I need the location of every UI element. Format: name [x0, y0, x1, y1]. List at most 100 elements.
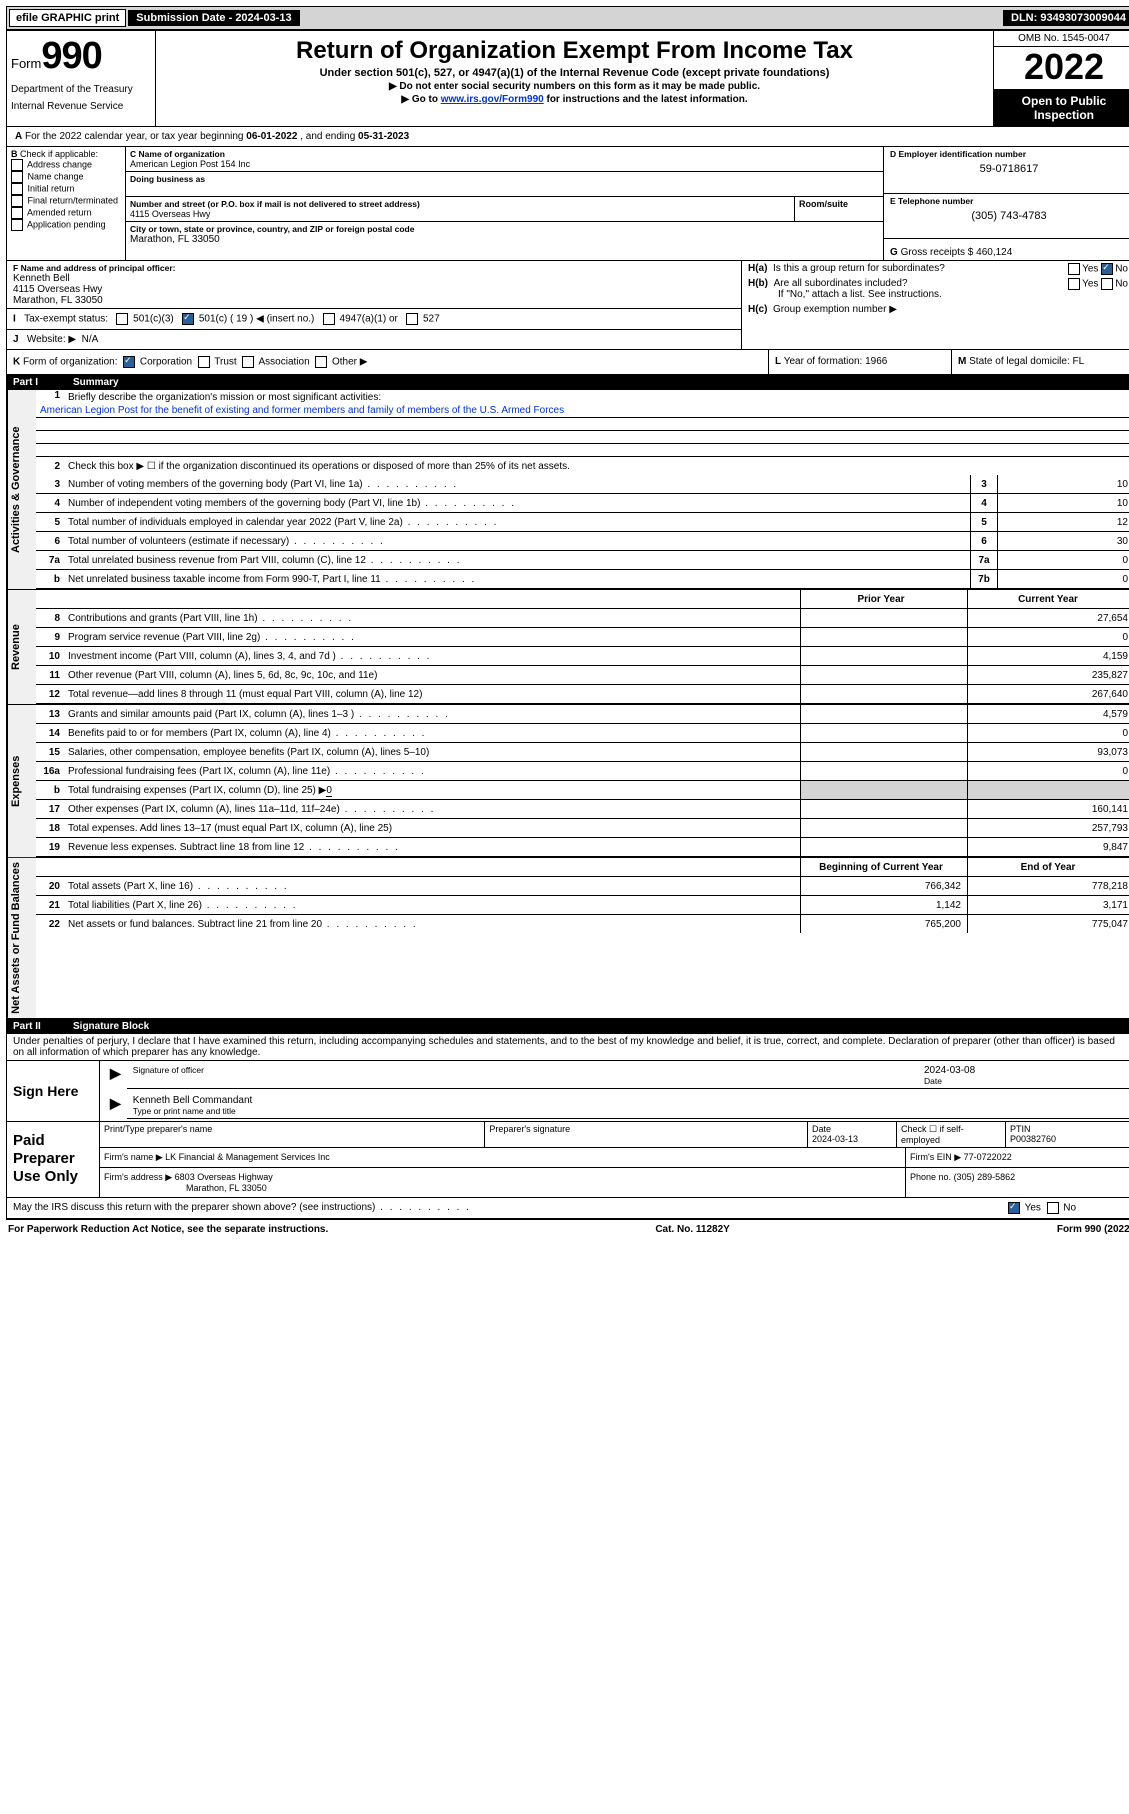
- cb-527[interactable]: [406, 313, 418, 325]
- phone-label: Telephone number: [898, 196, 973, 206]
- cb-initial-return[interactable]: [11, 183, 23, 195]
- firm-addr-label: Firm's address ▶: [104, 1172, 172, 1182]
- prep-check-label: Check ☐ if self-employed: [897, 1122, 1006, 1147]
- opt-trust: Trust: [214, 357, 236, 368]
- cb-hb-yes[interactable]: [1068, 278, 1080, 290]
- l-label: Year of formation:: [784, 356, 863, 367]
- cb-501c[interactable]: [182, 313, 194, 325]
- cb-assoc[interactable]: [242, 356, 254, 368]
- gross-value: 460,124: [976, 247, 1012, 258]
- prep-date-label: Date: [812, 1124, 892, 1134]
- firm-phone-label: Phone no.: [910, 1172, 951, 1182]
- top-bar: efile GRAPHIC print Submission Date - 20…: [6, 6, 1129, 30]
- l7b-box: 7b: [970, 570, 997, 588]
- l16b-text: Total fundraising expenses (Part IX, col…: [64, 783, 800, 798]
- line-a-pre: For the 2022 calendar year, or tax year …: [25, 131, 246, 142]
- cb-501c3[interactable]: [116, 313, 128, 325]
- sign-here-row: Sign Here ▶ Signature of officer 2024-03…: [7, 1061, 1129, 1122]
- cb-name-change[interactable]: [11, 171, 23, 183]
- discuss-yes: Yes: [1025, 1202, 1041, 1213]
- paperwork-notice: For Paperwork Reduction Act Notice, see …: [8, 1224, 328, 1235]
- l8-prior: [800, 609, 967, 627]
- open-public-2: Inspection: [996, 108, 1129, 122]
- l8-text: Contributions and grants (Part VIII, lin…: [64, 611, 800, 626]
- l15-val: 93,073: [967, 743, 1129, 761]
- dln-label: DLN: 93493073009044: [1003, 10, 1129, 26]
- arrow-icon: ▶: [104, 1063, 127, 1089]
- box-b-label: Check if applicable:: [20, 149, 98, 159]
- l10-val: 4,159: [967, 647, 1129, 665]
- website-label: Website: ▶: [27, 334, 76, 345]
- city-label: City or town, state or province, country…: [130, 224, 879, 234]
- cb-address-change[interactable]: [11, 159, 23, 171]
- cb-final-return[interactable]: [11, 195, 23, 207]
- identity-row: B Check if applicable: Address change Na…: [7, 147, 1129, 261]
- l13-val: 4,579: [967, 705, 1129, 723]
- cb-other[interactable]: [315, 356, 327, 368]
- l16b-amount: 0: [326, 785, 332, 797]
- form-990-document: Form990 Department of the Treasury Inter…: [6, 30, 1129, 1220]
- cb-corp[interactable]: [123, 356, 135, 368]
- efile-print-button[interactable]: efile GRAPHIC print: [9, 9, 126, 27]
- l20-val: 778,218: [967, 877, 1129, 895]
- section-label-gov: Activities & Governance: [7, 390, 36, 589]
- cb-amended-return[interactable]: [11, 207, 23, 219]
- omb-number: OMB No. 1545-0047: [994, 31, 1129, 47]
- prep-date-value: 2024-03-13: [812, 1134, 892, 1144]
- l14-text: Benefits paid to or for members (Part IX…: [64, 726, 800, 741]
- expenses-section: Expenses 13Grants and similar amounts pa…: [7, 705, 1129, 858]
- l17-val: 160,141: [967, 800, 1129, 818]
- l13-prior: [800, 705, 967, 723]
- firm-phone-value: (305) 289-5862: [954, 1172, 1016, 1182]
- l17-text: Other expenses (Part IX, column (A), lin…: [64, 802, 800, 817]
- l16a-prior: [800, 762, 967, 780]
- page-footer: For Paperwork Reduction Act Notice, see …: [6, 1220, 1129, 1239]
- l14-val: 0: [967, 724, 1129, 742]
- cb-discuss-yes[interactable]: [1008, 1202, 1020, 1214]
- l3-box: 3: [970, 475, 997, 493]
- col-end-year: End of Year: [967, 858, 1129, 876]
- l13-text: Grants and similar amounts paid (Part IX…: [64, 707, 800, 722]
- cb-ha-yes[interactable]: [1068, 263, 1080, 275]
- sig-officer-label: Signature of officer: [133, 1065, 912, 1075]
- opt-assoc: Association: [259, 357, 310, 368]
- form-word: Form: [11, 56, 41, 71]
- link-prefix: ▶ Go to: [401, 94, 440, 105]
- section-label-net: Net Assets or Fund Balances: [7, 858, 36, 1018]
- prep-sig-label: Preparer's signature: [485, 1122, 808, 1147]
- website-value: N/A: [82, 334, 99, 345]
- cb-discuss-no[interactable]: [1047, 1202, 1059, 1214]
- l4-text: Number of independent voting members of …: [64, 496, 970, 511]
- cb-trust[interactable]: [198, 356, 210, 368]
- l20-prior: 766,342: [800, 877, 967, 895]
- cb-4947[interactable]: [323, 313, 335, 325]
- form-note-ssn: ▶ Do not enter social security numbers o…: [164, 81, 985, 92]
- irs-form990-link[interactable]: www.irs.gov/Form990: [441, 94, 544, 105]
- officer-addr: 4115 Overseas Hwy: [13, 284, 735, 295]
- l12-prior: [800, 685, 967, 703]
- l11-prior: [800, 666, 967, 684]
- cb-ha-no[interactable]: [1101, 263, 1113, 275]
- line-a-begin: 06-01-2022: [246, 131, 297, 142]
- prep-print-label: Print/Type preparer's name: [104, 1124, 480, 1134]
- klm-row: K Form of organization: Corporation Trus…: [7, 350, 1129, 375]
- opt-501c: 501(c) ( 19 ) ◀ (insert no.): [199, 314, 315, 325]
- l7b-text: Net unrelated business taxable income fr…: [64, 572, 970, 587]
- dba-label: Doing business as: [130, 174, 879, 184]
- paid-preparer-row: Paid Preparer Use Only Print/Type prepar…: [7, 1122, 1129, 1198]
- mission-text: American Legion Post for the benefit of …: [36, 405, 1129, 418]
- l15-prior: [800, 743, 967, 761]
- l10-text: Investment income (Part VIII, column (A)…: [64, 649, 800, 664]
- cb-application-pending[interactable]: [11, 219, 23, 231]
- l11-val: 235,827: [967, 666, 1129, 684]
- col-begin-year: Beginning of Current Year: [800, 858, 967, 876]
- cb-hb-no[interactable]: [1101, 278, 1113, 290]
- line-a-tax-year: A For the 2022 calendar year, or tax yea…: [7, 127, 1129, 147]
- l3-text: Number of voting members of the governin…: [64, 477, 970, 492]
- l21-prior: 1,142: [800, 896, 967, 914]
- perjury-declaration: Under penalties of perjury, I declare th…: [7, 1034, 1129, 1061]
- opt-final: Final return/terminated: [28, 195, 119, 205]
- l14-prior: [800, 724, 967, 742]
- form-note-link: ▶ Go to www.irs.gov/Form990 for instruct…: [164, 94, 985, 105]
- opt-name: Name change: [28, 171, 84, 181]
